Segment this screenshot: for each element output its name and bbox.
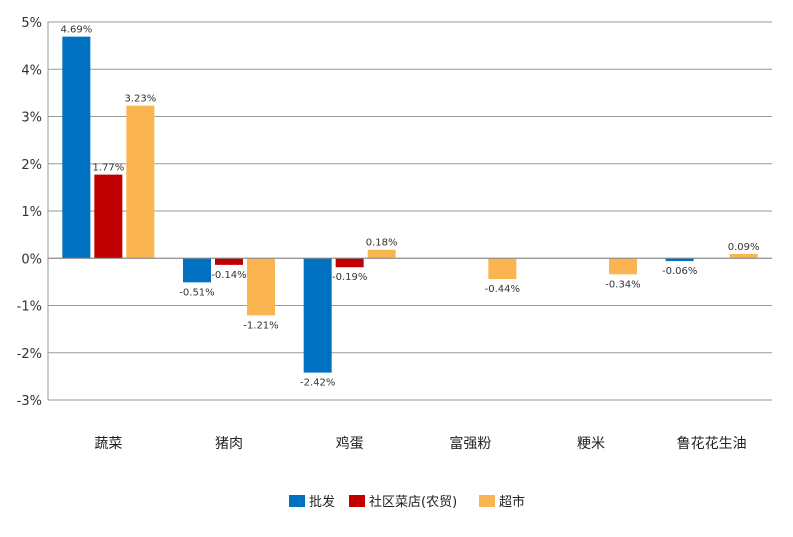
- data-label: -0.44%: [485, 284, 520, 295]
- bar: [247, 258, 275, 316]
- gridlines: [47, 21, 772, 401]
- y-tick-label: 5%: [21, 16, 42, 31]
- y-tick-label: 2%: [21, 158, 42, 173]
- legend-swatch: [289, 495, 305, 507]
- data-labels: 4.69% 1.77% 3.23% -0.51% -0.14% -1.21% -2.42% -…: [60, 25, 759, 389]
- legend-label: 批发: [309, 494, 335, 510]
- data-label: 0.09%: [728, 242, 760, 253]
- y-tick-label: 4%: [21, 63, 42, 78]
- bars: [62, 36, 758, 373]
- x-tick-label: 富强粉: [449, 435, 491, 452]
- legend-swatch: [479, 495, 495, 507]
- data-label: 3.23%: [124, 94, 156, 105]
- x-tick-label: 鸡蛋: [336, 435, 364, 452]
- bar: [303, 258, 332, 373]
- bar: [215, 258, 243, 265]
- data-label: -0.06%: [662, 266, 697, 277]
- y-tick-label: -2%: [17, 347, 42, 362]
- bar: [367, 249, 396, 259]
- data-label: 1.77%: [92, 163, 124, 174]
- bar: [94, 174, 123, 259]
- x-tick-label: 鲁花花生油: [677, 436, 747, 452]
- y-tick-label: 3%: [21, 111, 42, 126]
- x-tick-label: 蔬菜: [94, 436, 122, 452]
- legend-label: 超市: [499, 494, 525, 510]
- bar: [488, 258, 517, 280]
- y-tick-label: 1%: [21, 205, 42, 220]
- x-axis-ticks: 蔬菜 猪肉 鸡蛋 富强粉 粳米 鲁花花生油: [94, 435, 746, 452]
- data-label: -0.34%: [605, 279, 640, 290]
- bar: [609, 258, 637, 275]
- y-tick-label: -3%: [17, 394, 42, 409]
- legend-label: 社区菜店(农贸): [369, 494, 457, 510]
- legend-swatch: [349, 495, 365, 507]
- data-label: 4.69%: [60, 25, 92, 36]
- bar: [183, 258, 211, 283]
- y-tick-label: 0%: [21, 252, 42, 267]
- data-label: -0.51%: [179, 287, 214, 298]
- bar: [62, 36, 91, 259]
- data-label: -2.42%: [300, 378, 335, 389]
- y-tick-label: -1%: [17, 300, 42, 315]
- legend: 批发 社区菜店(农贸) 超市: [289, 494, 525, 510]
- x-tick-label: 猪肉: [215, 436, 243, 452]
- y-axis-ticks: 5% 4% 3% 2% 1% 0% -1% -2% -3%: [17, 16, 42, 409]
- bar: [729, 253, 758, 259]
- bar: [126, 105, 155, 259]
- x-tick-label: 粳米: [577, 436, 605, 452]
- bar: [335, 258, 364, 268]
- data-label: -1.21%: [243, 320, 278, 331]
- data-label: 0.18%: [366, 238, 398, 249]
- data-label: -0.19%: [332, 272, 367, 283]
- data-label: -0.14%: [211, 270, 246, 281]
- bar: [665, 258, 694, 262]
